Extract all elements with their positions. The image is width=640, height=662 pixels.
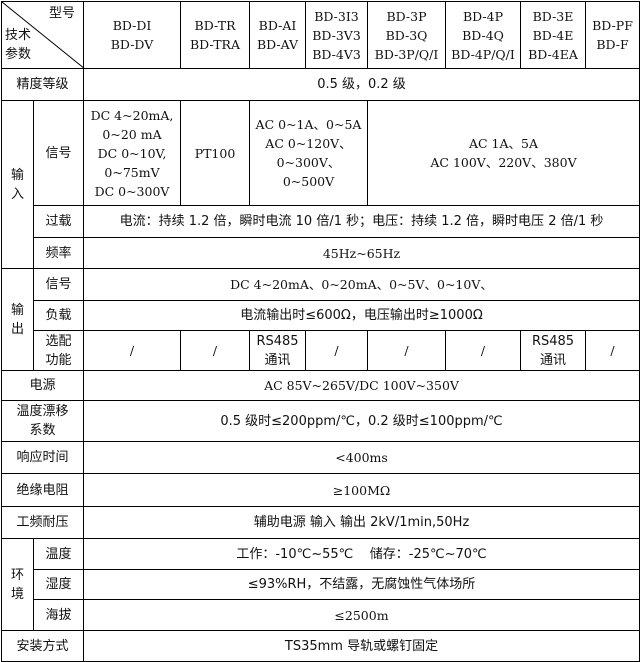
group-label-input: 输 入 xyxy=(1,100,34,269)
power-row: 电源 AC 85V~265V/DC 100V~350V xyxy=(1,370,640,401)
temperature-row: 环 境 温度 工作：-10℃~55℃ 储存：-25℃~70℃ xyxy=(1,538,640,631)
row-label: 信号 xyxy=(33,268,84,301)
row-label: 绝缘电阻 xyxy=(1,473,84,507)
model-header: BD-DI BD-DV xyxy=(83,1,181,69)
row-value: AC 85V~265V/DC 100V~350V xyxy=(83,370,640,401)
response-row: 响应时间 <400ms xyxy=(1,441,640,474)
row-label: 负载 xyxy=(33,300,84,331)
withstand-row: 工频耐压 辅助电源 输入 输出 2kV/1min,50Hz xyxy=(1,506,640,539)
group-label-output: 输 出 xyxy=(1,268,34,371)
model-header: BD-PF BD-F xyxy=(585,1,640,69)
row-value: <400ms xyxy=(83,441,640,474)
diagonal-line xyxy=(2,2,85,69)
model-header: BD-3E BD-4E BD-4EA xyxy=(520,1,586,69)
model-header: BD-AI BD-AV xyxy=(249,1,306,69)
output-signal-row: 输 出 信号 DC 4~20mA、0~20mA、0~5V、0~10V、 xyxy=(1,268,640,371)
row-label: 电源 xyxy=(1,370,84,401)
row-label: 精度等级 xyxy=(1,68,84,101)
cell-value: / xyxy=(83,330,181,371)
row-label: 湿度 xyxy=(33,569,84,600)
cell-value: RS485 通讯 xyxy=(249,330,306,371)
row-value: ≥100MΩ xyxy=(83,473,640,507)
header-row: 型号 技术 参数 BD-DI BD-DV BD-TR BD-TRA BD-AI … xyxy=(1,1,640,69)
accuracy-row: 精度等级 0.5 级，0.2 级 xyxy=(1,68,640,101)
cell-value: / xyxy=(367,330,446,371)
row-value: 电流：持续 1.2 倍，瞬时电流 10 倍/1 秒；电压：持续 1.2 倍，瞬时… xyxy=(83,205,640,238)
cell-value: AC 0~1A、0~5A AC 0~120V、 0~300V、0~500V xyxy=(249,100,368,206)
row-label: 温度 xyxy=(33,538,84,570)
row-label: 安装方式 xyxy=(1,630,84,662)
cell-value: / xyxy=(180,330,250,371)
model-header: BD-3I3 BD-3V3 BD-4V3 xyxy=(305,1,368,69)
cell-value: AC 1A、5A AC 100V、220V、380V xyxy=(367,100,640,206)
row-label: 过载 xyxy=(33,205,84,238)
row-value: 工作：-10℃~55℃ 储存：-25℃~70℃ xyxy=(83,538,640,570)
row-label: 选配 功能 xyxy=(33,330,84,371)
corner-cell: 型号 技术 参数 xyxy=(1,1,85,69)
row-value: TS35mm 导轨或螺钉固定 xyxy=(83,630,640,662)
parameter-label: 技术 参数 xyxy=(5,28,32,62)
mounting-row: 安装方式 TS35mm 导轨或螺钉固定 xyxy=(1,630,640,662)
row-value: DC 4~20mA、0~20mA、0~5V、0~10V、 xyxy=(83,268,640,301)
row-label: 温度漂移 系数 xyxy=(1,400,84,442)
drift-row: 温度漂移 系数 0.5 级时≤200ppm/℃，0.2 级时≤100ppm/℃ xyxy=(1,400,640,442)
row-value: 0.5 级时≤200ppm/℃，0.2 级时≤100ppm/℃ xyxy=(83,400,640,442)
cell-value: DC 4~20mA, 0~20 mA DC 0~10V, 0~75mV DC 0… xyxy=(83,100,181,206)
row-label: 工频耐压 xyxy=(1,506,84,539)
cell-value: RS485 通讯 xyxy=(520,330,586,371)
row-label: 响应时间 xyxy=(1,441,84,474)
model-header: BD-3P BD-3Q BD-3P/Q/I xyxy=(367,1,446,69)
insulation-row: 绝缘电阻 ≥100MΩ xyxy=(1,473,640,507)
row-value: ≤93%RH，不结露，无腐蚀性气体场所 xyxy=(83,569,640,600)
row-label: 频率 xyxy=(33,237,84,269)
row-label: 信号 xyxy=(33,100,84,206)
row-label: 海拔 xyxy=(33,599,84,631)
load-row: 负载 电流输出时≤600Ω，电压输出时≥1000Ω xyxy=(2,300,640,331)
row-value: 辅助电源 输入 输出 2kV/1min,50Hz xyxy=(83,506,640,539)
options-row: 选配 功能 / / RS485 通讯 / / / RS485 通讯 / xyxy=(2,330,640,371)
frequency-row: 频率 45Hz~65Hz xyxy=(2,237,640,269)
input-signal-row: 输 入 信号 DC 4~20mA, 0~20 mA DC 0~10V, 0~75… xyxy=(1,100,640,269)
altitude-row: 海拔 ≤2500m xyxy=(2,599,640,631)
row-value: ≤2500m xyxy=(83,599,640,631)
cell-value: PT100 xyxy=(180,100,250,206)
cell-value: / xyxy=(585,330,640,371)
row-value: 电流输出时≤600Ω，电压输出时≥1000Ω xyxy=(83,300,640,331)
humidity-row: 湿度 ≤93%RH，不结露，无腐蚀性气体场所 xyxy=(2,569,640,600)
overload-row: 过载 电流：持续 1.2 倍，瞬时电流 10 倍/1 秒；电压：持续 1.2 倍… xyxy=(2,205,640,238)
model-header: BD-TR BD-TRA xyxy=(180,1,250,69)
row-value: 45Hz~65Hz xyxy=(83,237,640,269)
cell-value: / xyxy=(445,330,521,371)
cell-value: / xyxy=(305,330,368,371)
model-header: BD-4P BD-4Q BD-4P/Q/I xyxy=(445,1,521,69)
row-value: 0.5 级，0.2 级 xyxy=(83,68,640,101)
model-label: 型号 xyxy=(48,6,75,21)
group-label-environment: 环 境 xyxy=(1,538,34,631)
